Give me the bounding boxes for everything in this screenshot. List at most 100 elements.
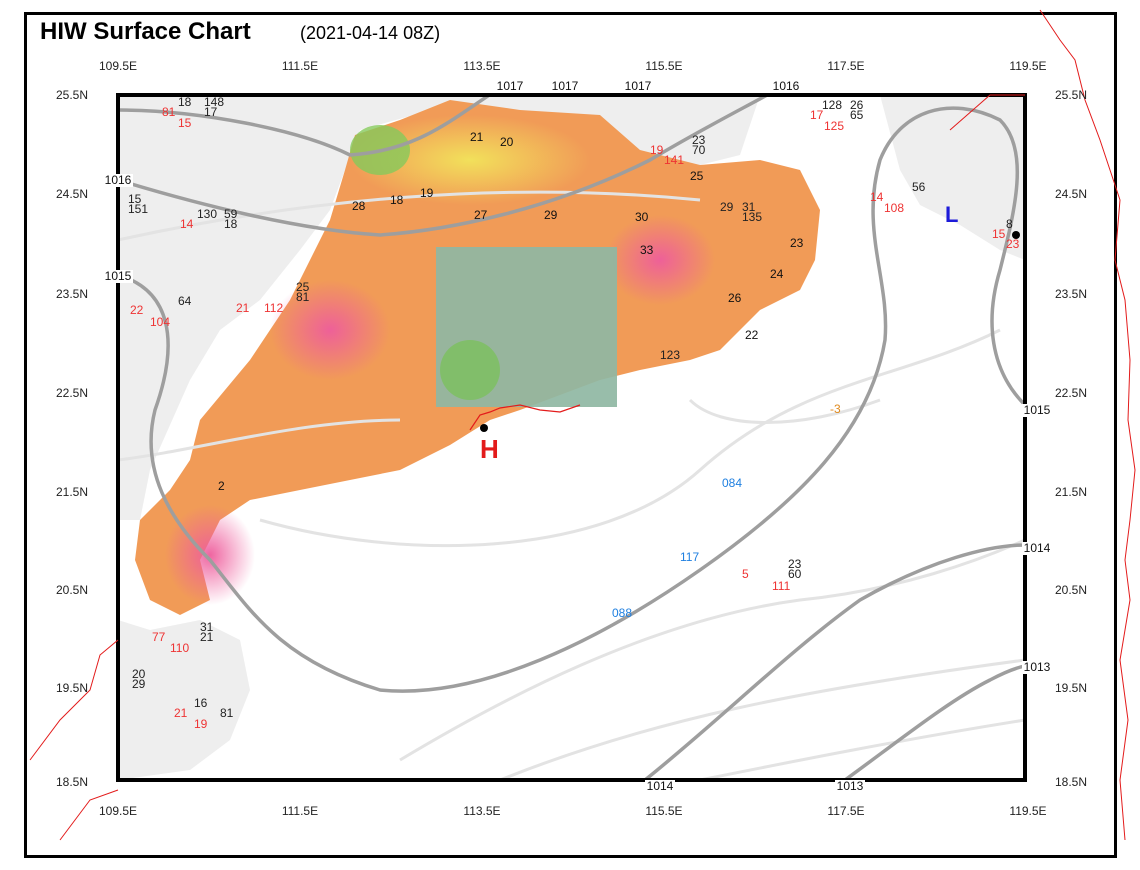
- coastline-delta: [469, 404, 581, 431]
- longitude-label: 117.5E: [827, 804, 864, 818]
- isobar-label-bg: [103, 174, 133, 187]
- station-value: 77: [152, 630, 166, 644]
- latitude-label: 24.5N: [1055, 187, 1087, 201]
- land-temperature: 25: [690, 169, 704, 183]
- isobar-label-bg: [623, 80, 653, 93]
- latitude-label: 20.5N: [1055, 583, 1087, 597]
- isobar-label: 1013: [1024, 660, 1051, 674]
- station-value: 18: [224, 217, 238, 231]
- hainan-land: [118, 620, 250, 780]
- longitude-labels-bottom: 109.5E 111.5E 113.5E 115.5E 117.5E 119.5E: [99, 804, 1047, 818]
- longitude-label: 113.5E: [463, 59, 500, 73]
- longitude-label: 111.5E: [282, 59, 318, 73]
- station-value: 18: [178, 95, 192, 109]
- land-temperature: 30: [635, 210, 649, 224]
- isobar-label-bg: [495, 80, 525, 93]
- hot-region-east: [605, 215, 715, 305]
- land-temperature: 18: [390, 193, 404, 207]
- latitude-label: 22.5N: [1055, 386, 1087, 400]
- longitude-label: 111.5E: [282, 804, 318, 818]
- longitude-label: 109.5E: [99, 804, 137, 818]
- station-value: 21: [236, 301, 250, 315]
- station-value: 135: [742, 210, 762, 224]
- land-temperature: 28: [352, 199, 366, 213]
- marine-value: 084: [722, 476, 742, 490]
- isobar-label-bg: [550, 80, 580, 93]
- isobars: [118, 95, 1025, 780]
- latitude-label: 21.5N: [1055, 485, 1087, 499]
- station-value: 5: [742, 567, 749, 581]
- station-value: 25: [296, 280, 310, 294]
- station-value: 22: [130, 303, 144, 317]
- station-value: 60: [788, 567, 802, 581]
- land-temperature: 20: [500, 135, 514, 149]
- station-value: 110: [170, 641, 189, 655]
- station-value: 112: [264, 301, 283, 315]
- land-temperature: 29: [544, 208, 558, 222]
- isobar-label: 1013: [837, 779, 864, 793]
- station-value: 19: [650, 143, 664, 157]
- chart-timestamp: (2021-04-14 08Z): [300, 23, 441, 43]
- isobar-label: 1017: [552, 79, 579, 93]
- station-value: 19: [194, 717, 208, 731]
- longitude-label: 115.5E: [645, 804, 682, 818]
- station-value: 31: [742, 200, 756, 214]
- low-pressure-marker: L: [945, 202, 958, 227]
- latitude-label: 18.5N: [56, 775, 88, 789]
- latitude-labels-right: 25.5N 24.5N 23.5N 22.5N 21.5N 20.5N 19.5N 18.5N: [1055, 88, 1087, 789]
- land-temperature: 27: [474, 208, 488, 222]
- station-value: 17: [810, 108, 824, 122]
- station-value: 59: [224, 207, 238, 221]
- station-value: 14: [180, 217, 194, 231]
- isobar-label: 1017: [497, 79, 524, 93]
- isobar-label-bg: [1022, 661, 1052, 674]
- isobar-label: 1015: [105, 269, 132, 283]
- marine-value: 088: [612, 606, 632, 620]
- marine-value: 117: [680, 550, 699, 564]
- isobar-label: 1014: [647, 779, 674, 793]
- station-value: 21: [200, 630, 214, 644]
- latitude-label: 21.5N: [56, 485, 88, 499]
- longitude-label: 117.5E: [827, 59, 864, 73]
- station-value: 81: [296, 290, 310, 304]
- station-value: 29: [132, 677, 146, 691]
- latitude-label: 24.5N: [56, 187, 88, 201]
- station-value: 130: [197, 207, 217, 221]
- station-value: 15: [178, 116, 192, 130]
- taiwan-station-dot: [1012, 231, 1020, 239]
- station-value: 148: [204, 95, 224, 109]
- isobar-label-bg: [1022, 404, 1052, 417]
- isobar-label: 1016: [105, 173, 132, 187]
- grey-land-north: [118, 95, 760, 520]
- green-region-delta: [440, 340, 500, 400]
- station-value: 14: [870, 190, 884, 204]
- latitude-label: 22.5N: [56, 386, 88, 400]
- isobar-label: 1017: [625, 79, 652, 93]
- land-temperature: 21: [470, 130, 484, 144]
- faint-isobars: [118, 190, 1025, 780]
- longitude-label: 119.5E: [1009, 804, 1046, 818]
- latitude-label: 25.5N: [56, 88, 88, 102]
- station-value: 65: [850, 108, 864, 122]
- station-value: 123: [660, 348, 680, 362]
- latitude-label: 19.5N: [1055, 681, 1087, 695]
- land-temperature: 26: [728, 291, 742, 305]
- station-value: 141: [664, 153, 684, 167]
- latitude-label: 23.5N: [1055, 287, 1087, 301]
- hot-region-central: [270, 280, 390, 380]
- latitude-label: 20.5N: [56, 583, 88, 597]
- land-temperature: 24: [770, 267, 784, 281]
- isobar-label: 1016: [773, 79, 800, 93]
- longitude-label: 109.5E: [99, 59, 137, 73]
- latitude-label: 25.5N: [1055, 88, 1087, 102]
- station-value: 8: [1006, 217, 1013, 231]
- isobar-label-bg: [835, 780, 865, 793]
- station-value: 111: [772, 579, 791, 593]
- station-value: 70: [692, 143, 706, 157]
- taiwan-land: [880, 95, 1025, 260]
- station-value: 23: [1006, 237, 1020, 251]
- latitude-label: 18.5N: [1055, 775, 1087, 789]
- station-value: 21: [174, 706, 188, 720]
- latitude-label: 19.5N: [56, 681, 88, 695]
